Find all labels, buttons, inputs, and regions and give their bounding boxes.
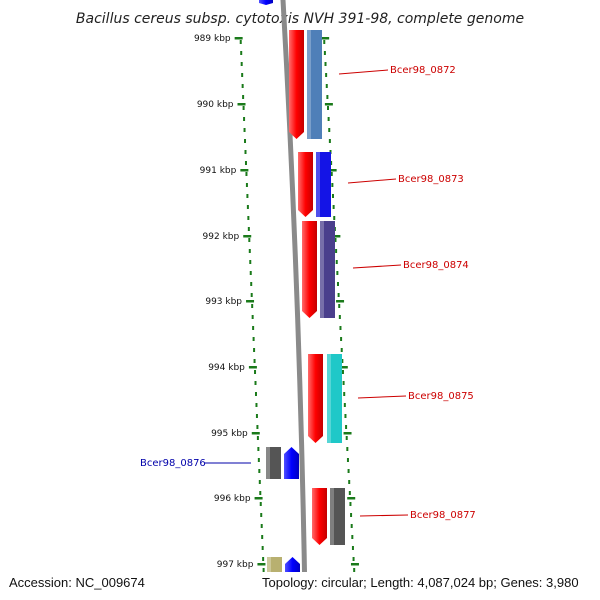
kbp-tick-mark — [336, 300, 345, 303]
kbp-tick-mark — [257, 563, 266, 566]
label-leader-line — [347, 178, 397, 184]
tick-dots — [239, 40, 356, 572]
kbp-tick-mark — [347, 497, 356, 500]
label-leader-line — [359, 514, 409, 517]
kbp-tick-mark — [234, 37, 243, 40]
kbp-tick-mark — [254, 497, 263, 500]
kbp-tick-label: 995 kbp — [211, 429, 248, 439]
kbp-tick-mark — [251, 432, 260, 435]
kbp-tick-mark — [237, 103, 246, 106]
label-leader-line — [352, 264, 402, 269]
kbp-tick-mark — [246, 300, 255, 303]
gene-block — [327, 354, 342, 443]
kbp-tick-mark — [339, 366, 348, 369]
kbp-tick-mark — [343, 432, 352, 435]
map-title: Bacillus cereus subsp. cytotoxis NVH 391… — [76, 11, 524, 27]
gene-block — [316, 152, 331, 217]
kbp-tick-label: 994 kbp — [208, 363, 245, 373]
cds-arrow — [308, 354, 323, 443]
gene-label[interactable]: Bcer98_0873 — [398, 174, 464, 185]
topology-text: Topology: circular; Length: 4,087,024 bp… — [262, 575, 579, 590]
cds-arrow — [302, 221, 317, 318]
kbp-tick-label: 996 kbp — [214, 494, 251, 504]
kbp-tick-mark — [248, 366, 257, 369]
kbp-tick-mark — [324, 103, 333, 106]
cds-arrow — [259, 0, 273, 5]
kbp-tick-label: 990 kbp — [197, 100, 234, 110]
gene-block — [320, 221, 335, 318]
accession-text: Accession: NC_009674 — [9, 575, 145, 590]
kbp-tick-label: 997 kbp — [217, 560, 254, 570]
gene-label[interactable]: Bcer98_0874 — [403, 260, 469, 271]
gene-label[interactable]: Bcer98_0876 — [140, 458, 206, 469]
gene-label[interactable]: Bcer98_0877 — [410, 510, 476, 521]
kbp-tick-mark — [350, 563, 359, 566]
label-leader-line — [357, 395, 407, 399]
kbp-tick-mark — [240, 169, 249, 172]
cds-arrow — [298, 152, 313, 217]
label-leader-line — [338, 69, 389, 75]
gene-features: Bcer98_0872 Bcer98_0873 Bcer98_0874 Bcer98_… — [140, 0, 476, 600]
gene-block — [266, 447, 281, 479]
gene-label[interactable]: Bcer98_0872 — [390, 65, 456, 76]
cds-arrow — [289, 30, 304, 139]
cds-arrow — [284, 447, 299, 479]
cds-arrow — [312, 488, 327, 545]
kbp-tick-label: 989 kbp — [194, 34, 231, 44]
gene-label[interactable]: Bcer98_0875 — [408, 391, 474, 402]
kbp-tick-mark — [332, 235, 341, 238]
genome-backbone — [280, 0, 308, 600]
kbp-tick-mark — [321, 37, 330, 40]
kbp-tick-mark — [243, 235, 252, 238]
gene-block — [330, 488, 345, 545]
kbp-tick-mark — [328, 169, 337, 172]
kbp-tick-label: 991 kbp — [200, 166, 237, 176]
gene-block — [307, 30, 322, 139]
kbp-tick-label: 993 kbp — [205, 297, 242, 307]
kbp-tick-label: 992 kbp — [203, 232, 240, 242]
kbp-ticks: 989 kbp 990 kbp 991 kbp 992 kbp 993 kbp 994 k… — [194, 34, 359, 570]
